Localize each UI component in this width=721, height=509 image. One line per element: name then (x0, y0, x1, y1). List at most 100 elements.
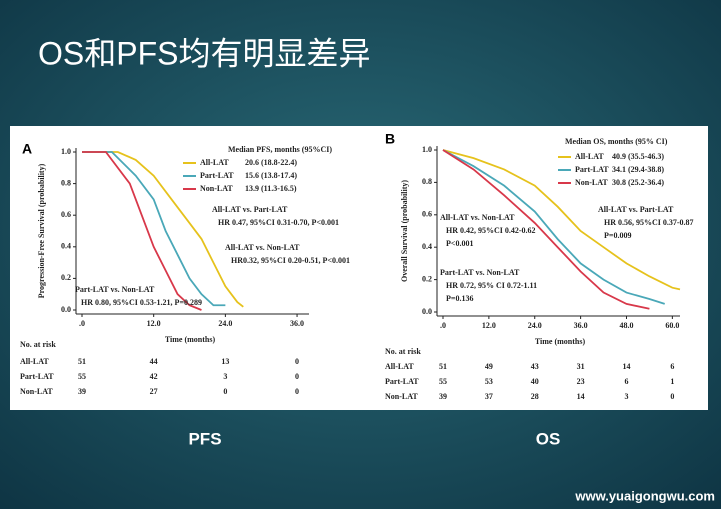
risk-count: 0 (295, 372, 299, 381)
risk-count: 42 (150, 372, 158, 381)
risk-count: 0 (670, 392, 674, 401)
y-tick-label: 0.2 (422, 274, 432, 283)
risk-count: 37 (485, 392, 493, 401)
legend-median: 13.9 (11.3-16.5) (245, 184, 297, 193)
risk-table-title: No. at risk (20, 340, 56, 349)
risk-count: 13 (221, 357, 229, 366)
x-tick-label: 36.0 (574, 321, 588, 330)
risk-count: 55 (439, 377, 447, 386)
annotation: Part-LAT vs. Non-LAT (75, 285, 155, 294)
x-tick-label: .0 (79, 319, 85, 328)
risk-count: 6 (624, 377, 628, 386)
risk-row-label: Non-LAT (20, 387, 53, 396)
risk-count: 49 (485, 362, 493, 371)
watermark: www.yuaigongwu.com (574, 488, 715, 503)
legend-title: Median OS, months (95% CI) (565, 137, 668, 146)
legend-label: Part-LAT (200, 171, 234, 180)
y-tick-label: 0.4 (422, 242, 432, 251)
x-tick-label: .0 (440, 321, 446, 330)
annotation: P=0.136 (446, 294, 473, 303)
risk-row-label: Part-LAT (20, 372, 54, 381)
risk-row-label: Part-LAT (385, 377, 419, 386)
risk-count: 14 (577, 392, 585, 401)
caption: PFS (188, 429, 221, 448)
legend-median: 34.1 (29.4-38.8) (612, 165, 664, 174)
risk-count: 3 (624, 392, 628, 401)
panel-label: B (385, 131, 395, 147)
legend-label: Non-LAT (575, 178, 608, 187)
x-tick-label: 24.0 (218, 319, 232, 328)
x-tick-label: 12.0 (482, 321, 496, 330)
y-tick-label: 0.4 (61, 242, 71, 251)
annotation: P=0.009 (604, 231, 631, 240)
figure-card (10, 126, 708, 410)
risk-count: 55 (78, 372, 86, 381)
risk-count: 0 (295, 387, 299, 396)
risk-count: 44 (150, 357, 158, 366)
risk-row-label: Non-LAT (385, 392, 418, 401)
x-tick-label: 24.0 (528, 321, 542, 330)
y-tick-label: 1.0 (61, 147, 71, 156)
y-tick-label: 0.0 (422, 307, 432, 316)
annotation: All-LAT vs. Part-LAT (598, 205, 674, 214)
annotation: All-LAT vs. Non-LAT (440, 213, 515, 222)
risk-count: 23 (577, 377, 585, 386)
annotation: HR0.32, 95%CI 0.20-0.51, P<0.001 (231, 256, 350, 265)
slide-title: OS和PFS均有明显差异 (38, 35, 370, 71)
risk-count: 14 (622, 362, 630, 371)
legend-median: 30.8 (25.2-36.4) (612, 178, 664, 187)
annotation: HR 0.80, 95%CI 0.53-1.21, P=0.289 (81, 298, 202, 307)
risk-table-title: No. at risk (385, 347, 421, 356)
legend-title: Median PFS, months (95%CI) (228, 145, 332, 154)
legend-label: All-LAT (200, 158, 229, 167)
risk-count: 31 (577, 362, 585, 371)
annotation: HR 0.42, 95%CI 0.42-0.62 (446, 226, 536, 235)
panel-label: A (22, 141, 32, 157)
risk-count: 39 (439, 392, 447, 401)
risk-count: 28 (531, 392, 539, 401)
y-tick-label: 0.8 (422, 177, 432, 186)
y-axis-label: Progression-Free Survival (probability) (37, 163, 46, 298)
risk-count: 51 (439, 362, 447, 371)
risk-count: 43 (531, 362, 539, 371)
risk-row-label: All-LAT (20, 357, 49, 366)
risk-count: 27 (150, 387, 158, 396)
risk-count: 39 (78, 387, 86, 396)
annotation: All-LAT vs. Non-LAT (225, 243, 300, 252)
risk-count: 6 (670, 362, 674, 371)
y-tick-label: 0.6 (61, 210, 71, 219)
x-tick-label: 36.0 (290, 319, 304, 328)
y-tick-label: 1.0 (422, 145, 432, 154)
annotation: P<0.001 (446, 239, 473, 248)
annotation: HR 0.72, 95% CI 0.72-1.11 (446, 281, 537, 290)
risk-count: 3 (223, 372, 227, 381)
legend-label: Non-LAT (200, 184, 233, 193)
annotation: Part-LAT vs. Non-LAT (440, 268, 520, 277)
annotation: HR 0.56, 95%CI 0.37-0.87 (604, 218, 694, 227)
x-tick-label: 12.0 (147, 319, 161, 328)
y-axis-label: Overall Survival (probability) (400, 180, 409, 282)
risk-count: 0 (295, 357, 299, 366)
risk-count: 40 (531, 377, 539, 386)
x-tick-label: 60.0 (665, 321, 679, 330)
survival-curve (82, 151, 226, 307)
risk-count: 53 (485, 377, 493, 386)
legend-median: 15.6 (13.8-17.4) (245, 171, 297, 180)
x-axis-label: Time (months) (535, 337, 586, 346)
risk-count: 0 (223, 387, 227, 396)
survival-curve (82, 151, 202, 311)
legend-label: Part-LAT (575, 165, 609, 174)
y-tick-label: 0.0 (61, 305, 71, 314)
survival-curve (442, 149, 665, 305)
caption: OS (536, 429, 561, 448)
y-tick-label: 0.2 (61, 273, 71, 282)
risk-count: 1 (670, 377, 674, 386)
x-axis-label: Time (months) (165, 335, 216, 344)
x-tick-label: 48.0 (619, 321, 633, 330)
survival-curve (82, 151, 244, 308)
annotation: All-LAT vs. Part-LAT (212, 205, 288, 214)
y-tick-label: 0.8 (61, 178, 71, 187)
risk-count: 51 (78, 357, 86, 366)
